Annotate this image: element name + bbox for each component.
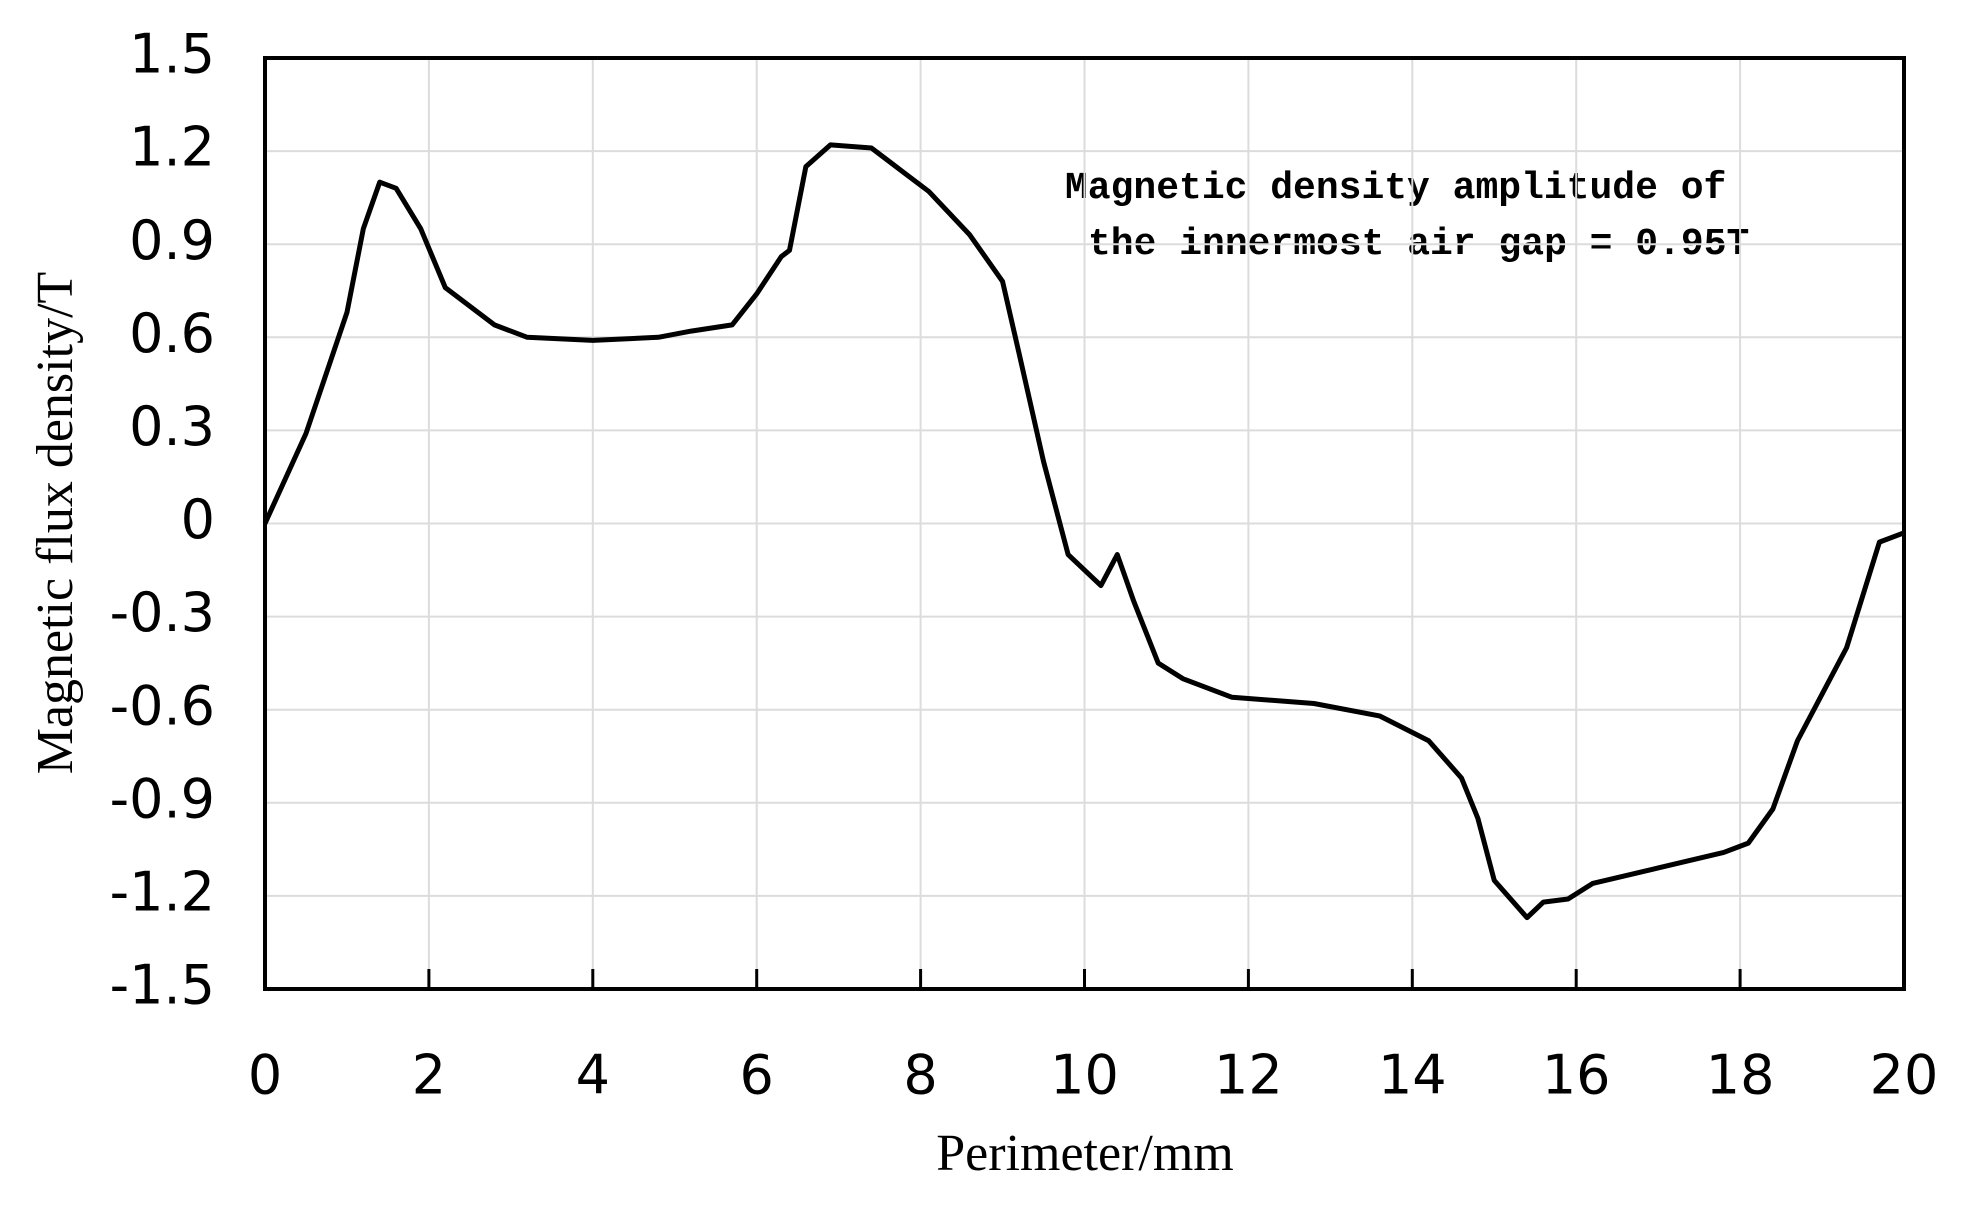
y-tick-label: -0.9 (110, 767, 215, 830)
x-tick-label: 14 (1378, 1044, 1447, 1107)
x-tick-label: 0 (248, 1044, 282, 1107)
x-tick-label: 2 (412, 1044, 446, 1107)
y-tick-label: 0.9 (129, 209, 215, 272)
x-tick-label: 18 (1706, 1044, 1775, 1107)
y-tick-label: -0.6 (110, 674, 215, 737)
y-tick-label: 1.2 (129, 116, 215, 179)
y-axis-label: Magnetic flux density/T (27, 272, 84, 775)
x-tick-label: 16 (1542, 1044, 1611, 1107)
x-tick-label: 10 (1050, 1044, 1119, 1107)
y-tick-label: 0.6 (129, 302, 215, 365)
x-tick-label: 12 (1214, 1044, 1283, 1107)
y-tick-label: 0 (181, 488, 215, 551)
x-tick-label: 6 (740, 1044, 774, 1107)
y-tick-label: -1.2 (110, 861, 215, 924)
x-axis-label: Perimeter/mm (936, 1125, 1233, 1182)
annotation: Magnetic density amplitude of (1065, 167, 1726, 210)
y-tick-label: -1.5 (110, 954, 215, 1017)
y-tick-label: 0.3 (129, 395, 215, 458)
y-tick-label: -0.3 (110, 581, 215, 644)
x-tick-label: 20 (1870, 1044, 1939, 1107)
x-tick-label: 8 (903, 1044, 937, 1107)
data-line (262, 142, 1905, 921)
y-tick-label: 1.5 (129, 23, 215, 86)
x-tick-label: 4 (576, 1044, 610, 1107)
